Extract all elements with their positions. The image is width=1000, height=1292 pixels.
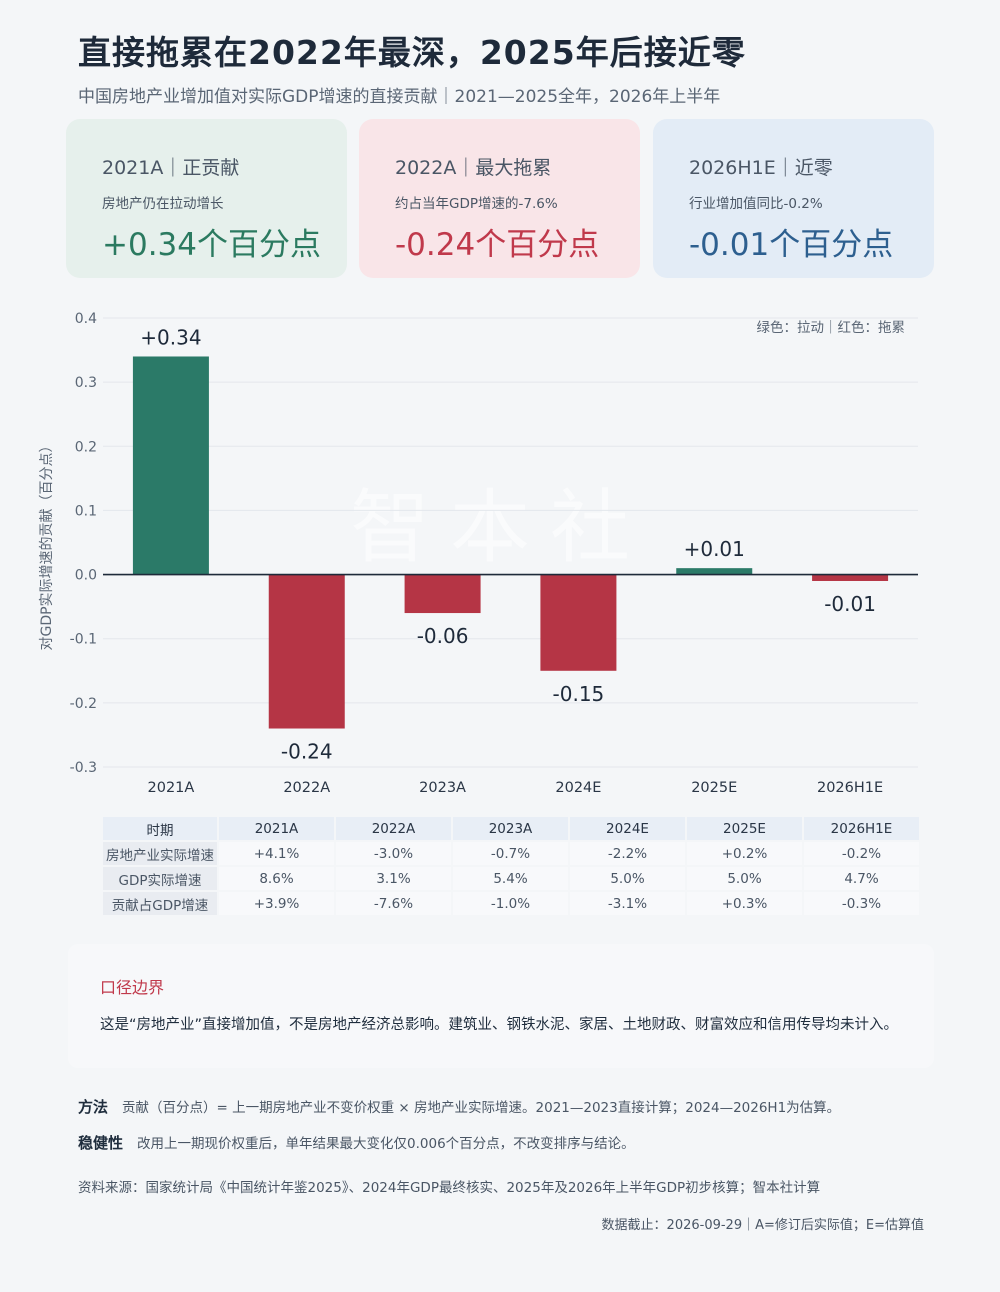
table-header-row: 时期 2021A 2022A 2023A 2024E 2025E 2026H1E [103,817,919,840]
source-note: 资料来源：国家统计局《中国统计年鉴2025》、2024年GDP最终核实、2025… [78,1180,821,1196]
method-label: 方法 [78,1098,109,1116]
robustness-label: 稳健性 [78,1134,124,1152]
card-head: 2026H1E｜近零 [689,157,833,179]
data-label: +0.01 [684,537,745,561]
card-value: -0.24个百分点 [395,227,600,263]
table-cell: +0.3% [687,892,802,915]
table-header-cell: 2024E [570,817,685,840]
bar [268,574,345,729]
table-cell: 4.7% [804,867,919,890]
bar [812,574,889,581]
card-head: 2021A｜正贡献 [102,157,240,179]
x-tick-label: 2021A [148,780,195,796]
method-text: 贡献（百分点）= 上一期房地产业不变价权重 × 房地产业实际增速。2021—20… [122,1100,841,1116]
robustness-note: 稳健性 改用上一期现价权重后，单年结果最大变化仅0.006个百分点，不改变排序与结… [78,1132,635,1153]
table-cell: +0.2% [687,842,802,865]
y-tick-label: 0.3 [75,375,97,391]
data-label: +0.34 [140,325,201,349]
table-cell: 3.1% [336,867,451,890]
card-value: -0.01个百分点 [689,227,894,263]
card-note: 行业增加值同比-0.2% [689,196,823,212]
table-row-label: 房地产业实际增速 [103,842,217,865]
table-cell: -0.7% [453,842,568,865]
card-note: 房地产仍在拉动增长 [102,196,224,212]
table-cell: +3.9% [219,892,334,915]
table-row: GDP实际增速 8.6% 3.1% 5.4% 5.0% 5.0% 4.7% [103,867,919,890]
table-cell: -0.3% [804,892,919,915]
table-row: 房地产业实际增速 +4.1% -3.0% -0.7% -2.2% +0.2% -… [103,842,919,865]
card-note: 约占当年GDP增速的-7.6% [395,196,558,212]
y-tick-label: -0.3 [70,760,97,776]
table-row-label: GDP实际增速 [103,867,217,890]
bar [676,568,753,575]
table-cell: 5.4% [453,867,568,890]
table-cell: -1.0% [453,892,568,915]
table-header-cell: 2025E [687,817,802,840]
watermark: 智本社 [350,481,650,574]
y-tick-label: 0.4 [75,311,97,327]
x-tick-label: 2025E [691,780,737,796]
page-subtitle: 中国房地产业增加值对实际GDP增速的直接贡献｜2021—2025全年，2026年… [78,87,721,107]
y-axis-label: 对GDP实际增速的贡献（百分点） [39,438,55,650]
legend-note: 绿色：拉动｜红色：拖累 [757,319,906,336]
cutoff-note: 数据截止：2026-09-29｜A=修订后实际值；E=估算值 [601,1218,924,1233]
robustness-text: 改用上一期现价权重后，单年结果最大变化仅0.006个百分点，不改变排序与结论。 [137,1136,635,1152]
table-cell: -3.0% [336,842,451,865]
y-tick-label: -0.1 [70,632,97,648]
bar [404,574,481,614]
card-head: 2022A｜最大拖累 [395,157,552,179]
table-row: 贡献占GDP增速 +3.9% -7.6% -1.0% -3.1% +0.3% -… [103,892,919,915]
card-value: +0.34个百分点 [102,227,321,263]
table-header-cell: 2022A [336,817,451,840]
bar-chart: 智本社 0.4 0.3 0.2 0.1 0.0 -0.1 -0.2 -0.3 对GDP实际增速的贡… [39,311,918,796]
y-tick-label: 0.1 [75,503,97,519]
table-row-label: 贡献占GDP增速 [103,892,217,915]
card-2026h1: 2026H1E｜近零 行业增加值同比-0.2% -0.01个百分点 [653,119,934,278]
data-label: -0.01 [824,592,876,616]
table-cell: 8.6% [219,867,334,890]
card-2022: 2022A｜最大拖累 约占当年GDP增速的-7.6% -0.24个百分点 [359,119,640,278]
data-label: -0.15 [553,682,605,706]
table-cell: 5.0% [687,867,802,890]
bar [132,356,209,575]
page-title: 直接拖累在2022年最深，2025年后接近零 [78,33,746,72]
table-header-cell: 2021A [219,817,334,840]
table-header-cell: 2026H1E [804,817,919,840]
table-header-cell: 时期 [103,817,217,840]
y-tick-label: 0.0 [75,568,97,584]
scope-box: 口径边界 这是“房地产业”直接增加值，不是房地产经济总影响。建筑业、钢铁水泥、家… [68,944,934,1068]
method-note: 方法 贡献（百分点）= 上一期房地产业不变价权重 × 房地产业实际增速。2021—… [78,1096,840,1117]
table-cell: +4.1% [219,842,334,865]
table-cell: -0.2% [804,842,919,865]
x-tick-label: 2026H1E [817,780,883,796]
data-label: -0.06 [417,624,469,648]
x-tick-label: 2024E [555,780,601,796]
table-cell: 5.0% [570,867,685,890]
bar [540,574,617,671]
y-tick-label: 0.2 [75,439,97,455]
data-label: -0.24 [281,740,333,764]
table-cell: -3.1% [570,892,685,915]
scope-text: 这是“房地产业”直接增加值，不是房地产经济总影响。建筑业、钢铁水泥、家居、土地财… [100,1017,899,1033]
card-2021: 2021A｜正贡献 房地产仍在拉动增长 +0.34个百分点 [66,119,347,278]
x-tick-label: 2023A [419,780,466,796]
y-tick-label: -0.2 [70,696,97,712]
x-tick-label: 2022A [283,780,330,796]
table-cell: -2.2% [570,842,685,865]
data-table: 时期 2021A 2022A 2023A 2024E 2025E 2026H1E… [101,815,921,917]
scope-title: 口径边界 [100,978,165,997]
table-cell: -7.6% [336,892,451,915]
table-header-cell: 2023A [453,817,568,840]
